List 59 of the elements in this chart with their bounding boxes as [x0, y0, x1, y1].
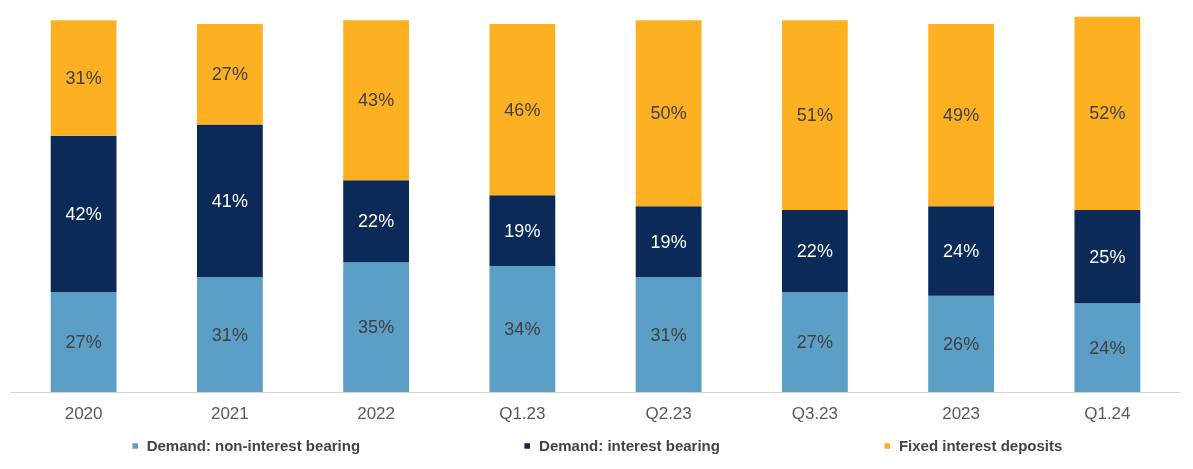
data-label: 31% — [65, 67, 102, 88]
bar — [1074, 210, 1141, 304]
bar — [489, 265, 556, 393]
legend-label: Demand: interest bearing — [539, 436, 720, 454]
bar — [50, 20, 117, 136]
bar — [50, 291, 117, 393]
data-label: 24% — [943, 241, 980, 262]
x-tick-label: 2021 — [210, 403, 249, 423]
data-label: 24% — [1089, 337, 1126, 358]
bar — [928, 206, 995, 296]
data-label: 27% — [211, 64, 248, 85]
x-tick-label: Q1.23 — [499, 403, 546, 423]
legend-label: Fixed interest deposits — [898, 436, 1063, 454]
bar — [50, 135, 117, 292]
bar — [928, 23, 995, 207]
data-label: 27% — [65, 332, 102, 353]
bar — [1074, 16, 1141, 211]
bar — [635, 206, 702, 278]
x-tick-label: 2022 — [357, 403, 396, 423]
x-tick-label: Q2.23 — [645, 403, 692, 423]
data-label: 19% — [650, 231, 687, 252]
data-label: 22% — [796, 241, 833, 262]
bar — [196, 23, 263, 125]
data-label: 52% — [1089, 103, 1126, 124]
bar — [635, 20, 702, 207]
bar — [1074, 303, 1141, 393]
bar — [343, 262, 410, 393]
data-label: 51% — [796, 105, 833, 126]
data-label: 35% — [358, 317, 395, 338]
bar — [196, 277, 263, 393]
data-label: 31% — [650, 324, 687, 345]
legend-label: Demand: non-interest bearing — [146, 436, 361, 454]
x-tick-label: Q1.24 — [1084, 403, 1131, 423]
data-label: 42% — [65, 203, 102, 224]
bar — [781, 291, 848, 393]
bar — [781, 20, 848, 211]
data-label: 22% — [358, 211, 395, 232]
bar — [343, 180, 410, 263]
bar — [635, 277, 702, 393]
data-label: 25% — [1089, 246, 1126, 267]
data-label: 46% — [504, 99, 541, 120]
x-tick-label: 2023 — [942, 403, 981, 423]
data-label: 50% — [650, 103, 687, 124]
bar — [781, 210, 848, 292]
data-label: 19% — [504, 220, 541, 241]
bar — [196, 124, 263, 278]
data-label: 41% — [211, 190, 248, 211]
data-label: 27% — [796, 332, 833, 353]
bar — [343, 20, 410, 181]
data-label: 34% — [504, 319, 541, 340]
data-label: 43% — [358, 90, 395, 111]
bar — [489, 23, 556, 196]
data-label: 49% — [943, 105, 980, 126]
data-label: 26% — [943, 334, 980, 355]
bar — [928, 295, 995, 393]
x-tick-label: Q3.23 — [791, 403, 839, 423]
bar — [489, 195, 556, 266]
x-tick-label: 2020 — [64, 403, 103, 423]
data-label: 31% — [211, 324, 248, 345]
